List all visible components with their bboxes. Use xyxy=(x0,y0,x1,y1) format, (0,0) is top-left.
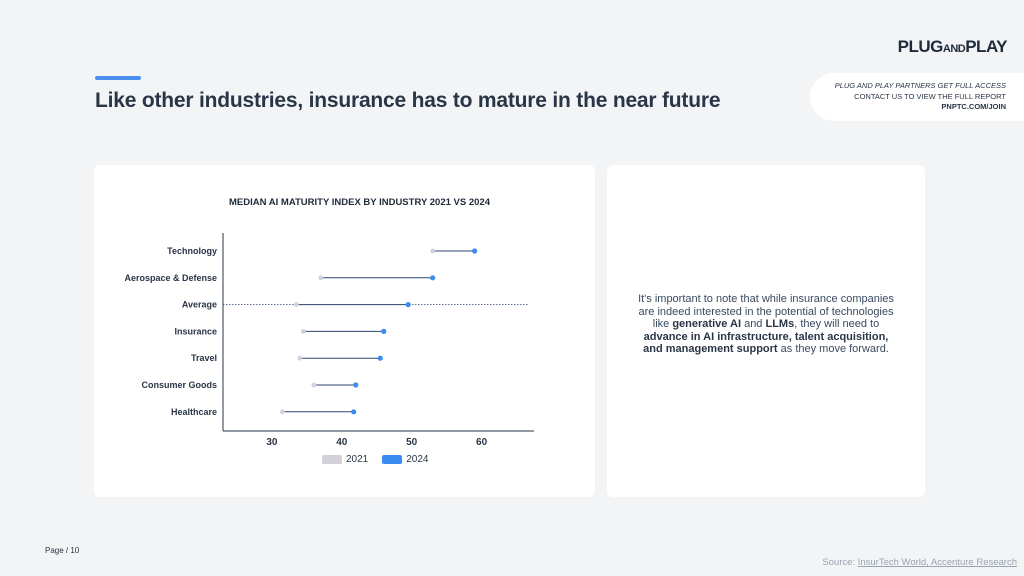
insight-text-part-3: , they will need to xyxy=(794,318,880,331)
point-2024-average xyxy=(405,302,411,308)
logo-text-plug: PLUG xyxy=(897,37,944,56)
source-link[interactable]: InsurTech World, Accenture Research xyxy=(857,557,1017,568)
point-2021-travel xyxy=(297,355,303,361)
insight-bold-generative-ai: generative AI xyxy=(672,318,742,331)
logo-text-play: PLAY xyxy=(965,37,1007,56)
insight-text-part-4: as they move forward. xyxy=(777,343,889,356)
point-2024-travel xyxy=(377,355,383,361)
point-2021-technology xyxy=(430,248,436,254)
plug-and-play-logo[interactable]: PLUGANDPLAY xyxy=(897,37,1008,57)
chart-title: MEDIAN AI MATURITY INDEX BY INDUSTRY 202… xyxy=(229,197,490,208)
point-2024-consumer-goods xyxy=(353,382,359,388)
category-label-aerospace-defense: Aerospace & Defense xyxy=(124,273,217,283)
category-label-consumer-goods: Consumer Goods xyxy=(141,380,217,390)
title-accent-bar xyxy=(95,76,141,80)
point-2024-technology xyxy=(471,248,478,254)
point-2021-healthcare xyxy=(280,409,285,415)
point-2024-insurance xyxy=(381,328,387,334)
category-label-insurance: Insurance xyxy=(174,326,217,336)
insight-text-part-2: and xyxy=(741,318,766,331)
ai-maturity-dumbbell-chart: 30 40 50 60 Technology Aerospace & Defense Ave… xyxy=(124,233,534,448)
legend-item-2021: 2021 xyxy=(322,454,368,465)
legend-swatch-2021 xyxy=(322,455,342,464)
category-label-average: Average xyxy=(182,300,217,310)
source-prefix: Source: xyxy=(822,557,858,568)
category-label-technology: Technology xyxy=(167,246,217,256)
category-label-healthcare: Healthcare xyxy=(171,407,217,417)
partner-access-banner[interactable]: PLUG AND PLAY PARTNERS GET FULL ACCESS C… xyxy=(810,73,1024,121)
x-tick-label-60: 60 xyxy=(476,437,488,448)
page-number: Page / 10 xyxy=(45,546,80,555)
point-2021-aerospace-defense xyxy=(318,275,324,281)
point-2024-aerospace-defense xyxy=(430,275,436,281)
insight-card: It's important to note that while insura… xyxy=(607,165,925,497)
insight-bold-llms: LLMs xyxy=(765,318,795,331)
category-label-travel: Travel xyxy=(191,353,217,363)
legend-item-2024: 2024 xyxy=(382,454,429,465)
x-tick-label-40: 40 xyxy=(336,437,348,448)
source-note: Source: InsurTech World, Accenture Resea… xyxy=(822,557,1017,568)
access-line-contact: CONTACT US TO VIEW THE FULL REPORT xyxy=(854,91,1006,101)
insight-text: It's important to note that while insura… xyxy=(637,293,895,356)
legend-label-2024: 2024 xyxy=(406,454,429,465)
x-tick-label-50: 50 xyxy=(406,437,418,448)
point-2021-consumer-goods xyxy=(311,382,317,388)
point-2021-insurance xyxy=(300,329,306,334)
point-2021-average xyxy=(293,302,299,307)
chart-card: MEDIAN AI MATURITY INDEX BY INDUSTRY 202… xyxy=(94,165,595,497)
legend-label-2021: 2021 xyxy=(346,454,369,465)
legend-swatch-2024 xyxy=(382,455,403,464)
logo-text-and: AND xyxy=(942,43,966,55)
access-line-partners: PLUG AND PLAY PARTNERS GET FULL ACCESS xyxy=(834,81,1006,90)
point-2024-healthcare xyxy=(351,409,357,415)
x-tick-label-30: 30 xyxy=(266,437,278,448)
access-link-join[interactable]: PNPTC.COM/JOIN xyxy=(941,102,1006,111)
insight-text-part-1: It's important to note that while insura… xyxy=(638,293,894,331)
insight-bold-advance: advance in AI infrastructure, talent acq… xyxy=(643,330,889,356)
page-title: Like other industries, insurance has to … xyxy=(95,89,721,112)
chart-legend: 2021 2024 xyxy=(322,454,443,465)
